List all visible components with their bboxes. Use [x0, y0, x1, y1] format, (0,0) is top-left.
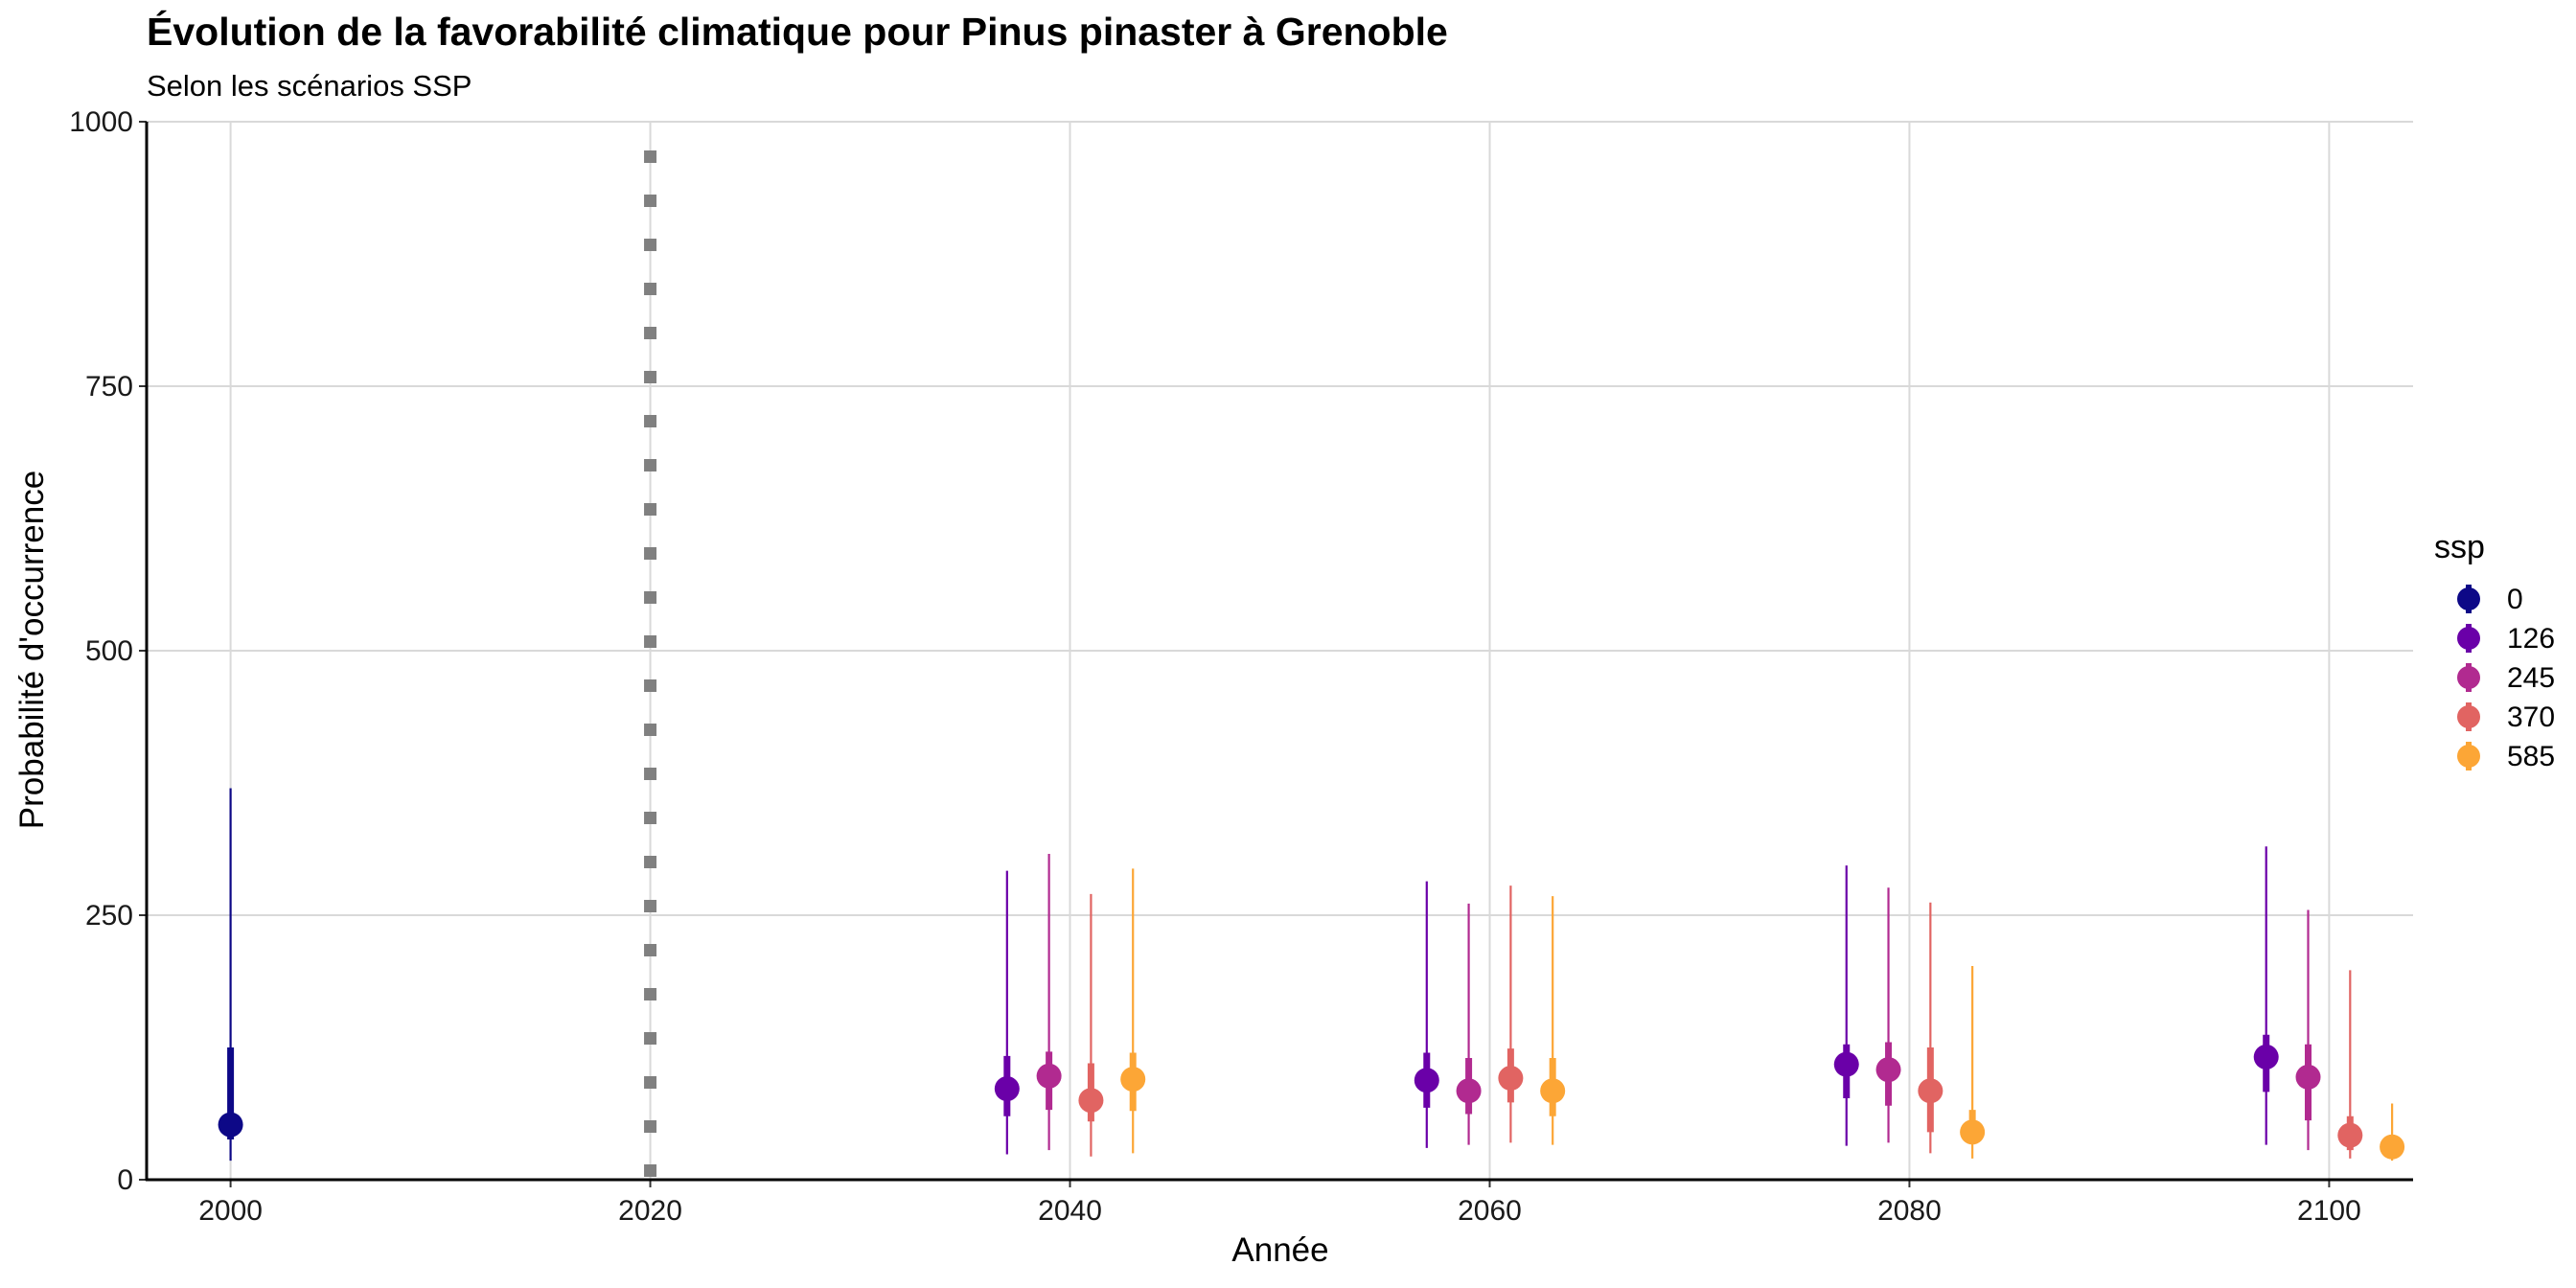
y-tick-label: 1000: [69, 106, 133, 138]
data-point: [1918, 1078, 1944, 1104]
y-axis-title: Probabilité d'occurrence: [13, 471, 51, 829]
series-ssp-126: [994, 846, 2279, 1155]
series-ssp-0: [218, 788, 243, 1162]
data-point: [2253, 1044, 2279, 1070]
data-point: [1120, 1067, 1146, 1092]
legend-label: 245: [2507, 662, 2555, 694]
data-point: [1498, 1066, 1524, 1092]
x-tick-label: 2080: [1877, 1195, 1942, 1227]
data-marks: [218, 788, 2405, 1162]
data-point: [1875, 1057, 1901, 1083]
legend-item-126: 126: [2457, 623, 2555, 655]
y-tick-label: 250: [85, 900, 133, 932]
legend-key-point: [2457, 705, 2480, 728]
legend: ssp 0 126 245 370 585: [2434, 529, 2555, 772]
chart-title: Évolution de la favorabilité climatique …: [147, 10, 1448, 54]
legend-label: 585: [2507, 741, 2555, 772]
y-tick-label: 750: [85, 371, 133, 402]
x-tick-label: 2100: [2297, 1195, 2361, 1227]
data-point: [1833, 1051, 1859, 1077]
series-ssp-370: [1078, 886, 2363, 1159]
legend-title: ssp: [2434, 529, 2485, 565]
series-ssp-245: [1036, 853, 2321, 1151]
gridlines: [147, 121, 2413, 1181]
x-tick-labels: 2000 2020 2040 2060 2080 2100: [198, 1195, 2361, 1227]
y-tick-label: 500: [85, 635, 133, 667]
axes: [139, 121, 2413, 1187]
data-point: [1456, 1078, 1482, 1104]
legend-item-370: 370: [2457, 702, 2555, 733]
legend-item-0: 0: [2457, 584, 2523, 615]
data-point: [1036, 1063, 1062, 1089]
data-point: [218, 1112, 243, 1138]
legend-label: 0: [2507, 584, 2523, 615]
legend-item-585: 585: [2457, 741, 2555, 772]
x-tick-label: 2060: [1458, 1195, 1522, 1227]
data-point: [994, 1076, 1020, 1102]
legend-key-point: [2457, 745, 2480, 768]
x-axis-title: Année: [1231, 1231, 1328, 1269]
legend-key-point: [2457, 627, 2480, 650]
y-tick-label: 0: [117, 1164, 133, 1196]
legend-label: 370: [2507, 702, 2555, 733]
series-ssp-585: [1120, 868, 2405, 1162]
legend-item-245: 245: [2457, 662, 2555, 694]
data-point: [1414, 1068, 1439, 1093]
legend-label: 126: [2507, 623, 2555, 655]
data-point: [1960, 1119, 1986, 1145]
data-point: [2380, 1134, 2405, 1160]
x-tick-label: 2020: [618, 1195, 682, 1227]
data-point: [2295, 1064, 2321, 1090]
chart-subtitle: Selon les scénarios SSP: [147, 69, 472, 103]
legend-key-point: [2457, 587, 2480, 610]
data-point: [1540, 1078, 1566, 1104]
data-point: [1078, 1088, 1104, 1114]
x-tick-label: 2000: [198, 1195, 263, 1227]
data-point: [2337, 1122, 2363, 1148]
legend-key-point: [2457, 666, 2480, 689]
y-tick-labels: 0 250 500 750 1000: [69, 106, 133, 1196]
x-tick-label: 2040: [1038, 1195, 1102, 1227]
